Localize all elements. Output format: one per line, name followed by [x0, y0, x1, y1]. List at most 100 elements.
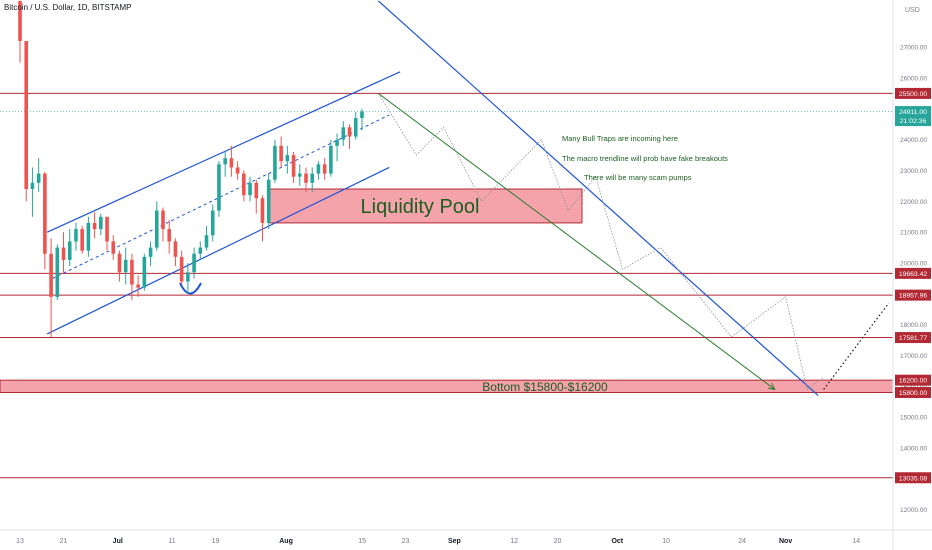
candle-body — [210, 210, 215, 236]
candle-body — [24, 41, 29, 189]
candle-body — [254, 182, 259, 199]
candle-body — [117, 253, 122, 273]
candle-body — [229, 158, 234, 168]
candle-body — [223, 158, 227, 165]
candle-body — [360, 111, 364, 119]
candle-body — [204, 235, 209, 248]
x-tick-label: 12 — [510, 538, 518, 545]
candle-body — [235, 167, 240, 174]
projection-arrow — [378, 93, 776, 390]
y-tick-label: 22000.00 — [900, 199, 927, 206]
candle-body — [353, 118, 358, 137]
candles — [18, 0, 364, 337]
recovery-path — [823, 302, 890, 390]
y-tick-label: 18000.00 — [900, 322, 927, 329]
level-badge — [895, 267, 931, 279]
candle-body — [297, 173, 302, 177]
x-tick-label: 14 — [852, 538, 860, 545]
x-tick-label: Nov — [779, 538, 792, 545]
candle-body — [186, 272, 190, 282]
y-tick-label: 15000.00 — [900, 415, 927, 422]
candle-body — [242, 173, 246, 196]
candle-body — [273, 145, 277, 180]
candle-body — [266, 179, 271, 223]
candle-body — [30, 182, 35, 189]
y-tick-label: 20000.00 — [900, 261, 927, 268]
currency-label: USD — [905, 7, 920, 14]
time-axis: 13 21 Jul 11 19 Aug 15 23 Sep 12 20 Oct 10 24 Nov 14 — [0, 529, 932, 545]
x-tick-label: 24 — [738, 538, 746, 545]
bottom-zone — [0, 379, 894, 393]
projection-arrowhead — [767, 382, 776, 391]
chart-title: Bitcoin / U.S. Dollar, 1D, BITSTAMP — [4, 3, 132, 12]
x-tick-label: Aug — [279, 538, 293, 545]
candle-body — [161, 210, 165, 230]
liquidity-zone-label: Liquidity Pool — [361, 196, 480, 218]
candle-body — [61, 247, 66, 260]
level-badge — [895, 472, 931, 484]
annotation-text: Many Bull Traps are incoming here — [562, 134, 678, 143]
level-badge — [895, 87, 931, 99]
x-tick-label: 11 — [168, 538, 175, 545]
level-badge — [895, 374, 931, 386]
level-badge-label: 15800.00 — [899, 390, 928, 397]
candle-body — [310, 173, 315, 183]
candle-body — [173, 241, 178, 257]
candle-body — [217, 164, 221, 211]
candle-body — [192, 253, 196, 273]
candle-body — [154, 210, 159, 248]
candle-body — [105, 216, 109, 242]
y-tick-label: 24000.00 — [900, 137, 927, 144]
level-badge — [895, 332, 931, 344]
candle-body — [167, 229, 172, 242]
candle-body — [136, 284, 140, 288]
smile-marker — [179, 282, 202, 295]
candle-body — [322, 164, 327, 174]
candle-body — [329, 145, 333, 174]
candle-body — [99, 216, 103, 230]
level-badge-label: 19663.42 — [899, 271, 928, 278]
annotation-text: There will be many scam pumps — [584, 173, 692, 182]
candle-body — [142, 256, 147, 288]
y-tick-label: 26000.00 — [900, 76, 927, 83]
current-price-label: 24911.00 — [899, 109, 927, 116]
level-badge-label: 25500.00 — [899, 91, 928, 98]
x-tick-label: 15 — [358, 538, 366, 545]
candle-body — [148, 247, 153, 257]
y-tick-label: 17000.00 — [900, 353, 927, 360]
candle-body — [279, 145, 283, 162]
trendlines — [46, 0, 890, 397]
candle-body — [80, 229, 84, 251]
candle-body — [130, 259, 134, 285]
candle-body — [86, 222, 91, 251]
candle-body — [55, 247, 60, 297]
level-badge-label: 18957.96 — [899, 293, 928, 300]
horizontal-levels — [0, 92, 893, 479]
candle-body — [335, 139, 339, 146]
level-badge — [895, 289, 931, 301]
annotation-text: The macro trendline will prob have fake … — [562, 154, 728, 163]
candle-body — [285, 155, 290, 162]
candle-body — [341, 127, 346, 140]
liquidity-zone — [269, 188, 583, 224]
candle-body — [248, 182, 252, 196]
candle-body — [179, 256, 184, 282]
level-badge-label: 13035.08 — [899, 475, 928, 482]
x-tick-label: 10 — [662, 538, 670, 545]
candle-body — [347, 127, 352, 137]
x-tick-label: Sep — [448, 538, 461, 545]
candle-body — [260, 198, 265, 223]
level-badge — [895, 387, 931, 398]
x-tick-label: 20 — [554, 538, 562, 545]
projected-path — [378, 93, 824, 391]
channel-mid — [52, 114, 390, 279]
y-tick-label: 12000.00 — [900, 507, 927, 514]
candle-body — [198, 247, 203, 254]
channel-upper — [46, 71, 401, 233]
price-axis: USD12000.0013000.0014000.0015000.0016000… — [892, 0, 932, 550]
candle-body — [36, 173, 41, 183]
y-tick-label: 27000.00 — [900, 45, 927, 52]
candle-body — [316, 164, 321, 174]
